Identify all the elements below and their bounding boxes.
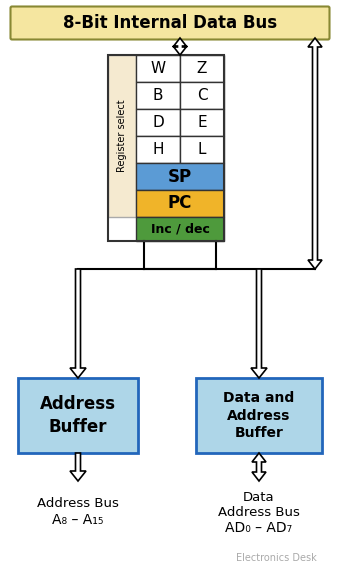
Text: AD₀ – AD₇: AD₀ – AD₇: [225, 521, 293, 535]
Text: Data: Data: [243, 491, 275, 504]
Text: Register select: Register select: [117, 100, 127, 172]
Bar: [18, 378, 138, 453]
Text: Inc / dec: Inc / dec: [151, 223, 210, 236]
Bar: [136, 109, 180, 136]
Polygon shape: [251, 269, 267, 378]
Text: D: D: [152, 115, 164, 130]
Text: E: E: [197, 115, 207, 130]
Text: B: B: [153, 88, 163, 103]
Polygon shape: [70, 269, 86, 378]
Text: Address Bus: Address Bus: [37, 497, 119, 510]
Text: A₈ – A₁₅: A₈ – A₁₅: [52, 513, 104, 527]
Bar: [136, 82, 180, 109]
Polygon shape: [308, 38, 322, 269]
Text: Data and
Address
Buffer: Data and Address Buffer: [223, 391, 295, 440]
Bar: [136, 55, 180, 82]
Bar: [136, 163, 224, 190]
Polygon shape: [252, 453, 266, 481]
Bar: [180, 55, 224, 82]
Text: W: W: [151, 61, 165, 76]
Polygon shape: [173, 38, 187, 55]
Text: Electronics Desk: Electronics Desk: [236, 553, 316, 563]
Bar: [196, 378, 322, 453]
Text: Z: Z: [197, 61, 207, 76]
Text: Address
Buffer: Address Buffer: [40, 395, 116, 436]
Polygon shape: [70, 453, 86, 481]
Bar: [136, 217, 224, 241]
Bar: [136, 190, 224, 217]
Text: 8-Bit Internal Data Bus: 8-Bit Internal Data Bus: [63, 14, 277, 32]
Text: Address Bus: Address Bus: [218, 506, 300, 519]
FancyBboxPatch shape: [11, 6, 330, 40]
Text: L: L: [198, 142, 206, 157]
Bar: [108, 55, 224, 241]
Text: H: H: [152, 142, 164, 157]
Text: SP: SP: [168, 168, 192, 186]
Bar: [180, 82, 224, 109]
Text: C: C: [197, 88, 207, 103]
Bar: [108, 55, 136, 217]
Text: PC: PC: [168, 194, 192, 212]
Bar: [136, 136, 180, 163]
Bar: [180, 136, 224, 163]
Bar: [180, 109, 224, 136]
